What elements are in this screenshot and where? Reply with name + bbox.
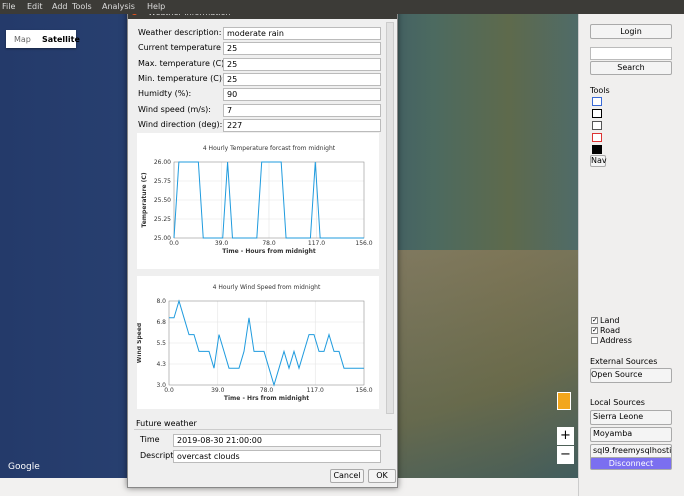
- map-attribution: Google: [8, 462, 40, 472]
- tool-icon[interactable]: [592, 97, 602, 106]
- external-select[interactable]: Open Source: [590, 368, 672, 383]
- line: [173, 161, 364, 239]
- y-tick-label: 8.0: [156, 298, 166, 305]
- x-tick-label: 39.0: [211, 387, 225, 394]
- map-tab[interactable]: Satellite: [42, 35, 80, 44]
- menu-item[interactable]: Add: [52, 2, 68, 11]
- y-tick-label: 5.5: [156, 340, 166, 347]
- line: [169, 299, 364, 387]
- chart-title: 4 Hourly Wind Speed from midnight: [213, 284, 321, 291]
- nav-button[interactable]: Nav: [590, 155, 607, 167]
- x-tick-label: 117.0: [308, 240, 325, 247]
- menu-item[interactable]: Analysis: [102, 2, 135, 11]
- ok-button[interactable]: OK: [368, 469, 396, 483]
- field-value[interactable]: 25: [223, 57, 381, 71]
- x-tick-label: 0.0: [169, 240, 179, 247]
- local-select[interactable]: Moyamba: [590, 427, 672, 442]
- tool-icon[interactable]: [592, 121, 602, 130]
- future-heading: Future weather: [136, 419, 197, 428]
- y-axis-label: Temperature (C): [141, 172, 148, 227]
- layer-label: Address: [600, 336, 632, 345]
- tools-heading: Tools: [590, 86, 610, 95]
- checkbox[interactable]: ✓: [591, 326, 598, 334]
- field-value[interactable]: 90: [223, 88, 381, 102]
- y-tick-label: 3.0: [156, 382, 166, 389]
- x-tick-label: 117.0: [307, 387, 324, 394]
- search-input[interactable]: [590, 47, 672, 60]
- field-label: Wind direction (deg):: [138, 119, 223, 129]
- land: [398, 250, 578, 478]
- x-tick-label: 78.0: [260, 387, 274, 394]
- dialog: Weather InformationWeather description:m…: [127, 4, 398, 488]
- field-value[interactable]: 7: [223, 103, 381, 117]
- field-label: Current temperature (C):: [138, 43, 238, 53]
- y-tick-label: 26.00: [154, 159, 171, 166]
- field-label: Max. temperature (C):: [138, 58, 227, 68]
- layer-label: Land: [600, 316, 620, 325]
- tool-icon[interactable]: [592, 133, 602, 142]
- x-tick-label: 156.0: [355, 387, 372, 394]
- menu-bar: [0, 0, 684, 14]
- zoom-out[interactable]: −: [557, 446, 574, 464]
- search-button[interactable]: Search: [590, 61, 672, 75]
- chart: 4 Hourly Wind Speed from midnight 3.0 4.3 5…: [137, 276, 379, 409]
- field-value[interactable]: 227: [223, 118, 381, 132]
- future-value[interactable]: 2019-08-30 21:00:00: [173, 434, 381, 447]
- x-tick-label: 39.0: [215, 240, 229, 247]
- local-select[interactable]: Sierra Leone: [590, 410, 672, 425]
- scrollbar: [386, 22, 394, 414]
- chart: 4 Hourly Temperature forcast from midnig…: [137, 133, 379, 269]
- checkbox[interactable]: ✓: [591, 316, 598, 324]
- y-axis-label: Wind Speed: [137, 323, 143, 363]
- external-heading: External Sources: [590, 357, 658, 366]
- future-label: Time: [140, 435, 160, 444]
- field-label: Humidty (%):: [138, 89, 192, 99]
- field-label: Wind speed (m/s):: [138, 104, 211, 114]
- x-axis-label: Time - Hours from midnight: [222, 248, 316, 255]
- future-value[interactable]: overcast clouds: [173, 450, 381, 463]
- field-value[interactable]: 25: [223, 72, 381, 86]
- y-tick-label: 6.8: [156, 319, 166, 326]
- x-tick-label: 156.0: [355, 240, 372, 247]
- checkbox[interactable]: [591, 337, 598, 344]
- local-heading: Local Sources: [590, 398, 645, 407]
- plot-frame: [168, 300, 365, 386]
- menu-item[interactable]: Tools: [72, 2, 92, 11]
- map-tab[interactable]: Map: [14, 35, 31, 44]
- y-tick-label: 25.00: [154, 235, 171, 242]
- tool-icon[interactable]: [592, 109, 602, 118]
- menu-item[interactable]: Edit: [27, 2, 43, 11]
- disconnect-button[interactable]: Disconnect: [590, 457, 672, 470]
- menu-item[interactable]: Help: [147, 2, 166, 11]
- tool-icon[interactable]: [592, 145, 602, 154]
- map-type-bar: [6, 30, 76, 48]
- y-tick-label: 25.75: [154, 178, 171, 185]
- future-label: Description: [140, 451, 186, 460]
- chart-title: 4 Hourly Temperature forcast from midnig…: [203, 145, 336, 152]
- y-tick-label: 25.50: [154, 197, 171, 204]
- menu-item[interactable]: File: [2, 2, 16, 11]
- field-label: Min. temperature (C):: [138, 73, 225, 83]
- separator: [134, 429, 392, 430]
- y-tick-label: 25.25: [154, 216, 171, 223]
- y-tick-label: 4.3: [156, 361, 166, 368]
- x-tick-label: 78.0: [262, 240, 276, 247]
- x-axis-label: Time - Hrs from midnight: [224, 395, 309, 402]
- layer-label: Road: [600, 326, 621, 335]
- cancel-button[interactable]: Cancel: [330, 469, 364, 483]
- pegman: [557, 392, 571, 410]
- field-value[interactable]: moderate rain: [223, 27, 381, 40]
- x-tick-label: 0.0: [164, 387, 174, 394]
- field-value[interactable]: 25: [223, 42, 381, 56]
- field-label: Weather description:: [138, 28, 222, 37]
- zoom-in[interactable]: +: [557, 427, 574, 445]
- login-button[interactable]: Login: [590, 24, 672, 39]
